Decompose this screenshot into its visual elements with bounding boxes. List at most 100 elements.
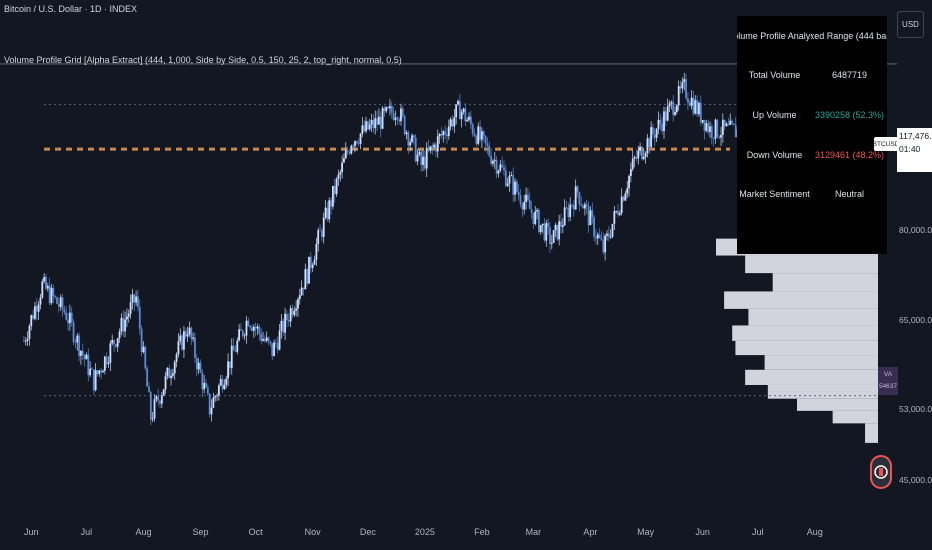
candle-body [407,132,410,146]
candle-body [482,131,485,136]
candle-body [131,294,134,303]
candle-body [707,123,710,132]
candle-body [624,193,627,201]
candle-body [585,204,588,206]
candle-body [315,243,318,260]
candle-body [295,308,298,311]
candle-body [76,335,79,343]
candle-body [138,307,141,329]
candle-body [607,233,610,237]
x-tick-label: May [637,527,655,537]
candle-body [361,125,364,134]
candle-body [109,343,112,363]
candle-body [431,146,434,148]
candle-body [175,354,178,362]
candle-body [160,395,163,404]
candle-body [466,119,469,122]
candle-body [591,210,594,218]
candle-body [46,285,49,289]
candle-body [245,320,248,336]
candle-body [155,396,158,400]
candle-body [324,207,327,218]
candle-body [422,156,424,165]
candle-body [709,126,711,132]
candle-body [420,151,423,165]
candle-body [582,205,584,209]
candle-body [653,134,656,138]
candle-body [251,327,253,331]
down-volume-label: Down Volume [746,149,803,160]
x-tick-label: Aug [806,527,823,537]
candle-body [493,159,496,161]
candle-body [460,111,463,120]
candle-body [729,120,732,125]
candle-body [543,223,546,241]
candle-body [650,127,653,148]
x-tick-label: Jul [752,527,764,537]
stats-table-range: Fixed Range (444 bars) [812,30,887,41]
candle-body [646,138,649,154]
candle-body [642,156,645,160]
candle-body [28,326,31,339]
candle-body [556,224,559,240]
candle-body [129,302,132,314]
candle-body [710,126,713,138]
candle-body [409,142,412,146]
candle-body [41,281,44,298]
indicator-title[interactable]: Volume Profile Grid [Alpha Extract] (444… [4,55,402,65]
candle-body [637,150,640,159]
candle-body [208,393,211,415]
candle-body [286,313,288,321]
candle-body [495,159,498,174]
candle-body [574,186,577,210]
candle-body [532,212,535,224]
candle-body [273,342,275,357]
candle-body [552,230,555,243]
candle-body [357,143,360,145]
candle-body [486,143,489,146]
candle-body [370,120,373,125]
up-volume-label: Up Volume [752,110,797,121]
candle-body [366,121,369,130]
candle-body [344,150,347,159]
logo-badge-icon[interactable] [870,455,892,489]
candle-body [593,217,596,237]
candle-body [201,372,204,390]
candle-body [52,287,55,297]
market-sentiment-label: Market Sentiment [739,189,810,200]
candle-body [567,207,570,218]
candle-body [65,312,68,320]
candle-body [348,151,351,154]
candle-body [433,144,435,148]
currency-button[interactable]: USD [897,11,924,38]
candle-body [392,112,395,120]
up-volume-value: 3390258 (52.3%) [814,110,885,121]
candle-body [74,342,77,343]
candle-body [528,200,531,210]
symbol-title[interactable]: Bitcoin / U.S. Dollar · 1D · INDEX [4,4,138,14]
volume-profile-stats-table: ◆Volume Profile Analysis◆ Fixed Range (4… [737,16,887,254]
value-area-tag: VA 54637 [878,367,898,395]
candle-body [170,375,172,379]
candle-body [683,79,686,83]
candle-body [716,119,719,137]
candle-body [517,192,520,196]
candle-body [734,124,737,138]
candle-body [234,350,237,352]
profile-bar [797,398,878,411]
candle-body [372,120,375,129]
candle-body [721,119,724,135]
candle-body [675,105,678,112]
candle-body [337,174,340,179]
candle-body [45,276,47,289]
candle-body [206,387,209,394]
y-tick-label: 80,000.00 [899,225,932,236]
candle-body [355,141,358,144]
candle-body [194,337,196,358]
candle-body [291,308,294,315]
candle-body [429,146,432,151]
candle-body [666,106,669,121]
candle-body [166,367,169,376]
candle-body [530,209,533,213]
candle-body [164,375,167,390]
